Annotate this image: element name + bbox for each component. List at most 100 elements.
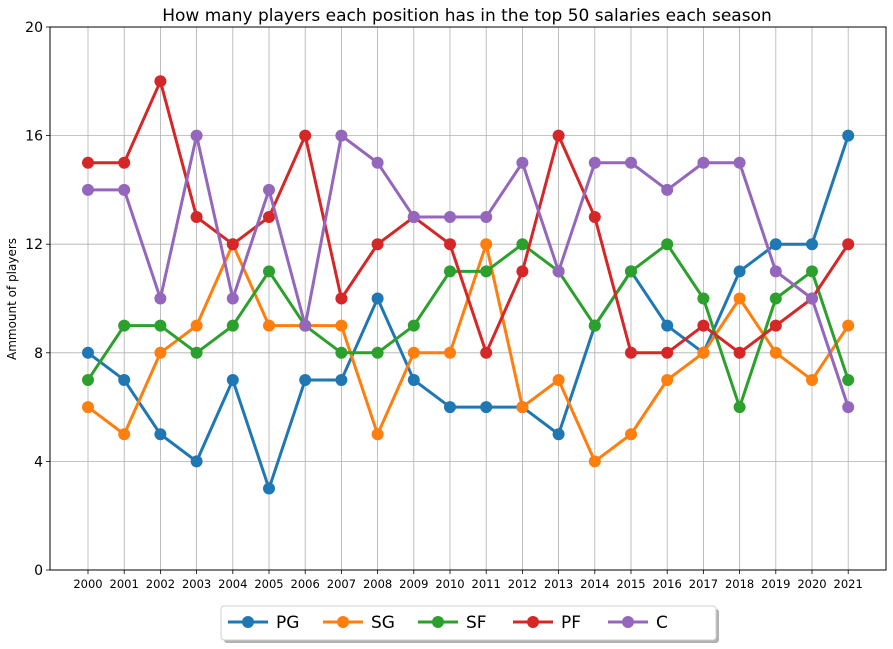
data-point-pf (118, 156, 131, 169)
legend-label: PG (276, 613, 299, 633)
x-tick-label: 2015 (616, 577, 645, 591)
data-point-sg (444, 346, 456, 359)
plot-frame (49, 26, 887, 571)
legend-item-pf: PF (513, 613, 581, 633)
data-point-sg (552, 373, 565, 386)
x-tick-label: 2008 (363, 577, 392, 591)
data-point-sg (371, 428, 384, 441)
data-point-pf (299, 129, 312, 142)
series-line-pf (86, 79, 850, 355)
data-point-c (154, 292, 167, 305)
data-point-c (480, 211, 493, 224)
series-line-sf (86, 242, 850, 409)
y-tick-label: 20 (25, 20, 43, 36)
data-point-pf (335, 292, 348, 305)
y-tick-label: 16 (25, 129, 43, 145)
x-tick-label: 2016 (653, 577, 682, 591)
data-point-sg (480, 238, 493, 251)
legend-item-sg: SG (323, 613, 395, 633)
x-tick-label: 2003 (182, 577, 211, 591)
data-point-sf (842, 373, 855, 386)
legend-item-pg: PG (228, 613, 299, 633)
data-point-sf (118, 319, 131, 332)
legend-item-c: C (608, 613, 668, 633)
data-point-pg (444, 401, 456, 414)
data-point-pf (625, 346, 637, 359)
data-point-pg (407, 373, 420, 386)
data-point-c (552, 265, 565, 278)
axes: 2000 2001 2002 2003 2004 2005 2006 2007 2008 2009… (25, 20, 863, 591)
data-point-sg (697, 346, 710, 359)
data-point-pf (226, 238, 239, 251)
data-point-c (299, 319, 312, 332)
data-point-sg (190, 319, 203, 332)
series-pf (82, 75, 855, 359)
x-tick-label: 2004 (218, 577, 247, 591)
data-point-sg (661, 373, 674, 386)
data-point-pf (842, 238, 855, 251)
data-point-pg (118, 373, 131, 386)
data-point-sf (407, 319, 420, 332)
data-point-pf (154, 75, 167, 88)
x-tick-label: 2010 (435, 577, 464, 591)
data-point-sf (733, 401, 746, 414)
data-point-pg (263, 482, 275, 495)
data-point-sg (335, 319, 348, 332)
series-c (82, 129, 855, 414)
data-point-pf (263, 211, 275, 224)
data-point-pg (299, 373, 312, 386)
legend-label: C (656, 613, 668, 633)
data-point-sg (806, 373, 818, 386)
data-point-sf (588, 319, 601, 332)
data-point-c (335, 129, 348, 142)
data-point-sg (769, 346, 782, 359)
data-point-c (444, 211, 456, 224)
data-point-sf (154, 319, 167, 332)
x-tick-label: 2014 (580, 577, 609, 591)
data-point-sg (625, 428, 637, 441)
x-tick-label: 2021 (834, 577, 863, 591)
data-point-c (697, 156, 710, 169)
data-point-c (806, 292, 818, 305)
legend-swatch-marker (622, 616, 634, 628)
data-point-pf (661, 346, 674, 359)
x-tick-label: 2000 (73, 577, 102, 591)
data-point-c (263, 183, 275, 196)
x-tick-label: 2002 (146, 577, 175, 591)
data-point-c (842, 401, 855, 414)
data-point-pf (552, 129, 565, 142)
y-tick-label: 0 (34, 563, 43, 579)
data-point-sg (82, 401, 94, 414)
data-point-sf (82, 373, 94, 386)
data-point-pf (444, 238, 456, 251)
y-tick-label: 4 (34, 454, 43, 470)
y-axis-label: Ammount of players (5, 238, 19, 360)
data-point-sf (226, 319, 239, 332)
data-point-sg (842, 319, 855, 332)
legend-item-sf: SF (418, 613, 487, 633)
data-point-c (516, 156, 529, 169)
data-point-sf (480, 265, 493, 278)
data-point-pg (480, 401, 493, 414)
series-line-c (86, 134, 850, 409)
data-point-pg (769, 238, 782, 251)
legend-label: PF (561, 613, 581, 633)
legend-swatch-marker (432, 616, 444, 628)
data-point-sg (407, 346, 420, 359)
data-point-sf (444, 265, 456, 278)
data-point-pg (733, 265, 746, 278)
data-point-pf (733, 346, 746, 359)
data-point-pg (82, 346, 94, 359)
legend-swatch-marker (527, 616, 539, 628)
data-point-sf (697, 292, 710, 305)
data-point-c (407, 211, 420, 224)
data-point-sf (263, 265, 275, 278)
x-tick-label: 2017 (689, 577, 718, 591)
data-point-sf (625, 265, 637, 278)
x-tick-label: 2018 (725, 577, 754, 591)
data-point-pf (190, 211, 203, 224)
y-tick-label: 12 (25, 237, 43, 253)
data-point-pg (552, 428, 565, 441)
data-point-c (588, 156, 601, 169)
